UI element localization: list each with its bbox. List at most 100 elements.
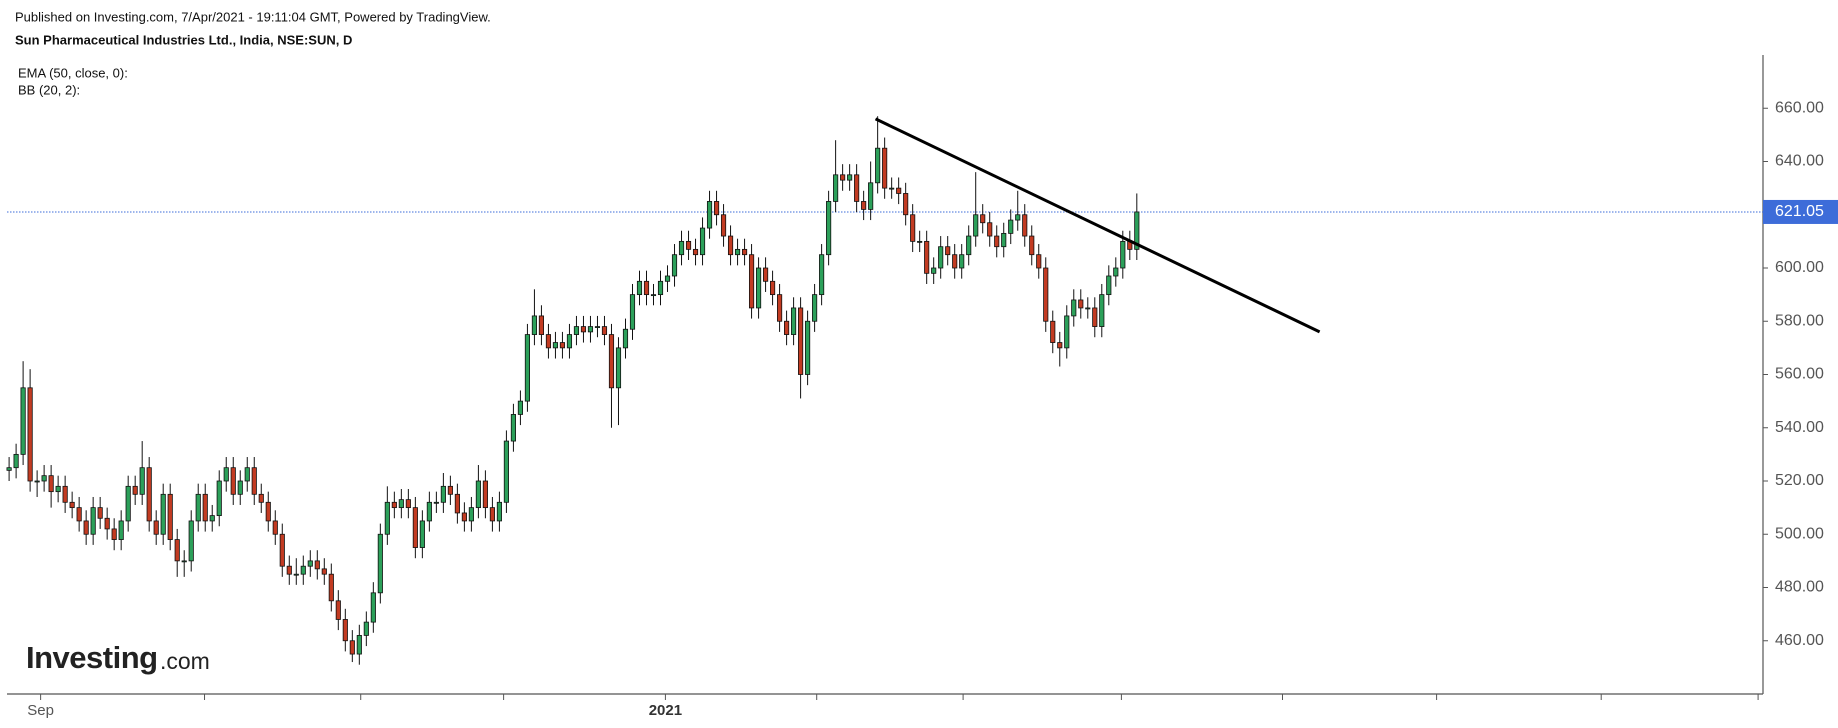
candle-body (230, 467, 236, 495)
candle-body (1113, 267, 1119, 277)
candle-body (13, 453, 19, 469)
candle-body (615, 347, 622, 389)
y-tick-label: 600.00 (1775, 259, 1824, 276)
candle-body (664, 275, 671, 282)
candle-body (657, 280, 664, 296)
candle-body (910, 214, 916, 242)
y-tick-label: 560.00 (1775, 366, 1824, 383)
candle-body (671, 254, 678, 277)
candle-body (882, 147, 888, 189)
candle-body (1064, 315, 1070, 349)
candle-body (805, 320, 811, 375)
candle-body (720, 214, 727, 237)
candle-body (202, 493, 208, 522)
candle-body (1029, 235, 1035, 256)
candle-body (321, 568, 327, 575)
candle-body (419, 520, 425, 548)
candle-body (356, 635, 362, 655)
candle-body (699, 227, 706, 256)
candle-body (847, 174, 853, 181)
candle-body (812, 294, 818, 322)
candle-body (559, 342, 566, 349)
candle-body (398, 499, 404, 509)
candle-body (1092, 307, 1098, 327)
candle-body (41, 475, 47, 482)
candle-body (90, 507, 96, 535)
candle-body (545, 334, 552, 349)
candle-body (601, 326, 608, 335)
candle-body (973, 214, 979, 237)
candle-body (342, 619, 348, 642)
indicator-label: BB (20, 2): (18, 82, 80, 97)
candle-body (496, 501, 502, 522)
candle-body (636, 280, 643, 296)
candle-body (181, 560, 187, 563)
candle-body (279, 533, 285, 567)
candle-body (349, 640, 355, 655)
y-tick-label: 500.00 (1775, 525, 1824, 542)
candle-body (763, 267, 769, 282)
candle-body (875, 147, 881, 184)
candle-body (34, 480, 40, 483)
candle-body (1085, 307, 1091, 310)
candle-body (447, 485, 453, 495)
candle-body (587, 326, 594, 333)
candle-body (244, 467, 250, 482)
candle-body (286, 565, 292, 575)
y-tick-label: 520.00 (1775, 472, 1824, 489)
candle-body (945, 246, 951, 256)
candle-body (692, 248, 699, 256)
candle-body (629, 294, 636, 330)
candle-body (1071, 299, 1077, 317)
candle-body (377, 533, 383, 594)
logo: Investing .com (26, 640, 210, 675)
candle-body (1050, 320, 1056, 343)
candle-body (748, 254, 755, 309)
candle-body (153, 520, 159, 535)
candle-body (727, 235, 734, 256)
candle-body (643, 280, 650, 296)
candle-body (903, 193, 909, 216)
candle-body (798, 307, 804, 375)
candle-body (517, 400, 523, 415)
candle-body (307, 560, 313, 567)
candle-body (784, 320, 790, 335)
candle-body (370, 592, 376, 623)
published-note: Published on Investing.com, 7/Apr/2021 -… (15, 9, 491, 24)
candle-body (1043, 267, 1049, 322)
candle-body (167, 493, 173, 540)
candle-body (160, 493, 166, 535)
candle-body (861, 201, 867, 210)
candle-body (994, 235, 1000, 248)
candle-body (335, 600, 341, 620)
candle-body (412, 507, 418, 548)
last-price-label: 621.05 (1775, 203, 1824, 220)
candle-body (69, 501, 75, 509)
candle-body (258, 493, 264, 503)
y-tick-label: 640.00 (1775, 153, 1824, 170)
y-tick-label: 540.00 (1775, 419, 1824, 436)
candle-body (566, 334, 573, 349)
candle-body (503, 440, 509, 503)
candle-body (734, 248, 741, 256)
candle-body (1022, 214, 1028, 237)
candle-body (216, 480, 222, 517)
candle-body (188, 520, 194, 562)
candle-body (475, 480, 481, 509)
candle-body (223, 467, 229, 482)
candle-body (938, 246, 944, 269)
candle-body (1057, 342, 1063, 349)
candle-body (1078, 299, 1084, 309)
candle-body (608, 334, 615, 389)
candle-body (924, 240, 930, 274)
candle-body (146, 467, 152, 522)
candle-body (125, 485, 131, 522)
candle-body (237, 480, 243, 495)
candle-body (706, 201, 713, 229)
candle-body (20, 387, 26, 455)
candle-body (195, 493, 201, 522)
candle-body (265, 501, 271, 522)
logo-suffix: .com (160, 648, 210, 674)
candle-body (461, 512, 467, 522)
candle-body (405, 499, 411, 509)
